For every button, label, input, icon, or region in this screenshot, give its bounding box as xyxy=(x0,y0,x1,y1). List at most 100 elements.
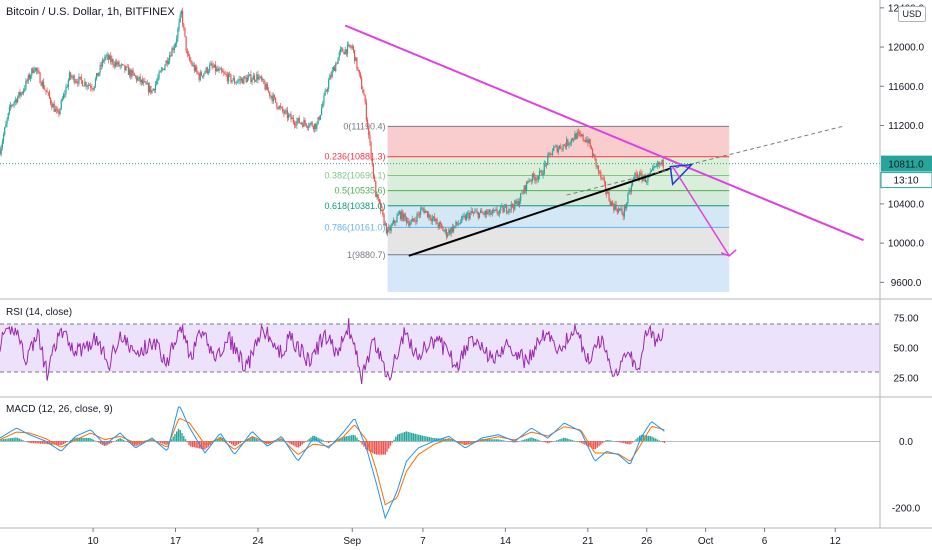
candle-body xyxy=(404,213,406,218)
candle-body xyxy=(609,200,611,206)
macd-histogram-bar xyxy=(117,438,120,442)
candle-body xyxy=(374,176,376,182)
candle-body xyxy=(520,193,522,202)
candle-body xyxy=(603,179,605,183)
candle-body xyxy=(21,92,23,94)
candle-body xyxy=(264,83,266,90)
macd-histogram-bar xyxy=(43,441,45,444)
macd-histogram-bar xyxy=(619,441,621,443)
candle-body xyxy=(318,117,320,120)
macd-histogram-bar xyxy=(508,441,510,442)
candle-body xyxy=(582,134,584,141)
candle-body xyxy=(309,123,311,127)
candle-body xyxy=(100,64,102,67)
candle-body xyxy=(4,127,6,135)
candle-body xyxy=(61,98,64,101)
candle-body xyxy=(308,126,310,128)
macd-histogram-bar xyxy=(359,441,362,443)
macd-histogram-bar xyxy=(59,441,61,446)
candle-body xyxy=(368,127,370,136)
macd-histogram-bar xyxy=(80,437,82,442)
candle-body xyxy=(223,72,225,74)
candle-body xyxy=(566,139,568,148)
candle-body xyxy=(554,146,556,148)
price-pane[interactable]: 0(11190.4) 0.236(10881.3) 0.382(10690.1) 0.… xyxy=(0,7,880,293)
macd-histogram-bar xyxy=(411,432,413,442)
candle-body xyxy=(158,72,160,78)
candle-body xyxy=(125,66,127,71)
currency-badge[interactable]: USD xyxy=(898,6,926,22)
candle-body xyxy=(198,73,200,80)
candle-body xyxy=(370,142,372,159)
candle-body xyxy=(85,81,87,87)
candle-body xyxy=(19,91,21,96)
candle-body xyxy=(431,218,433,222)
macd-histogram-bar xyxy=(207,441,210,447)
macd-histogram-bar xyxy=(559,439,561,442)
candle-body xyxy=(285,110,287,112)
macd-histogram-bar xyxy=(532,438,535,442)
macd-histogram-bar xyxy=(439,438,441,442)
candle-body xyxy=(10,105,12,108)
macd-histogram-bar xyxy=(296,441,298,448)
macd-histogram-bar xyxy=(101,441,104,445)
macd-histogram-bar xyxy=(448,439,450,442)
macd-histogram-bar xyxy=(85,437,88,442)
macd-histogram-bar xyxy=(200,441,203,449)
candle-body xyxy=(515,200,517,204)
candle-body xyxy=(105,56,107,57)
candle-body xyxy=(73,75,75,83)
macd-histogram-bar xyxy=(87,437,90,442)
macd-histogram-bar xyxy=(255,438,257,442)
macd-histogram-bar xyxy=(628,441,630,445)
candle-body xyxy=(185,36,187,51)
macd-histogram-bar xyxy=(110,441,113,443)
candle-body xyxy=(210,63,212,66)
candle-body xyxy=(660,162,662,165)
candle-body xyxy=(557,148,559,153)
candle-body xyxy=(494,209,496,212)
candle-body xyxy=(247,75,250,78)
rsi-y-tick-label: 75.00 xyxy=(893,314,918,325)
macd-histogram-bar xyxy=(426,436,429,442)
candle-body xyxy=(123,64,125,66)
candle-body xyxy=(522,192,524,194)
candle-body xyxy=(266,84,269,91)
candle-body xyxy=(75,81,78,83)
macd-histogram-bar xyxy=(160,441,162,443)
candle-body xyxy=(456,221,458,225)
candle-body xyxy=(222,71,224,73)
candle-body xyxy=(580,133,582,136)
candle-body xyxy=(596,165,598,167)
macd-histogram-bar xyxy=(174,434,176,442)
candle-body xyxy=(467,213,469,215)
candle-body xyxy=(187,54,190,56)
rsi-pane[interactable] xyxy=(0,318,880,385)
rsi-band xyxy=(0,324,880,372)
candle-body xyxy=(253,75,256,81)
candle-body xyxy=(505,205,508,213)
macd-histogram-bar xyxy=(541,441,544,442)
macd-histogram-bar xyxy=(511,441,514,443)
macd-histogram-bar xyxy=(552,441,554,442)
macd-pane[interactable] xyxy=(0,406,880,520)
candle-body xyxy=(622,213,624,217)
candle-body xyxy=(346,44,349,54)
candle-body xyxy=(119,65,121,67)
candle-body xyxy=(397,214,399,216)
macd-histogram-bar xyxy=(285,441,287,442)
candle-body xyxy=(295,124,297,126)
candle-body xyxy=(454,225,456,227)
x-tick-label: 17 xyxy=(170,536,182,547)
candle-body xyxy=(218,69,220,71)
macd-histogram-bar xyxy=(587,441,590,447)
macd-histogram-bar xyxy=(543,441,545,443)
macd-histogram-bar xyxy=(310,437,312,442)
candle-body xyxy=(48,92,51,98)
fib-level-label: 0.5(10535.6) xyxy=(335,186,386,196)
candle-body xyxy=(7,112,9,119)
macd-histogram-bar xyxy=(416,434,418,442)
candle-body xyxy=(634,172,636,178)
candle-body xyxy=(53,103,55,112)
